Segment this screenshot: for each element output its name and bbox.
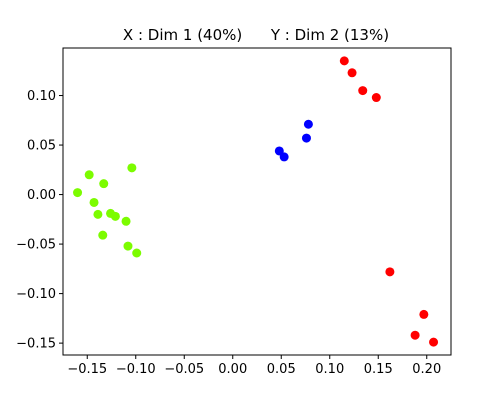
data-point [121,216,131,226]
data-points [73,56,439,347]
x-tick-label: −0.10 [116,362,156,377]
data-point [98,230,108,240]
data-point [301,133,311,143]
x-tick-label: −0.15 [67,362,107,377]
data-point [385,267,395,277]
chart-title: X : Dim 1 (40%) Y : Dim 2 (13%) [123,26,389,44]
data-point [419,309,429,319]
data-point [303,119,313,129]
y-tick-label: −0.05 [16,238,56,253]
data-point [123,241,133,251]
data-point [410,330,420,340]
x-tick-label: 0.20 [412,362,441,377]
y-axis: −0.15 −0.10 −0.05 0.00 0.05 0.10 [16,89,63,352]
data-point [132,248,142,258]
data-point [84,170,94,180]
data-point [279,152,289,162]
y-tick-label: 0.05 [27,139,56,154]
y-tick-label: −0.10 [16,287,56,302]
x-tick-label: 0.10 [315,362,344,377]
data-point [358,86,368,96]
data-point [99,179,109,189]
data-point [274,146,284,156]
data-point [429,337,439,347]
data-point [73,188,83,198]
x-tick-label: 0.00 [218,362,247,377]
x-tick-label: 0.15 [364,362,393,377]
data-point [347,68,357,78]
x-axis: −0.15 −0.10 −0.05 0.00 0.05 0.10 0.15 0.20 [67,355,441,377]
data-point [89,197,99,207]
y-tick-label: 0.10 [27,89,56,104]
data-point [371,93,381,103]
x-tick-label: −0.05 [164,362,204,377]
data-point [93,209,103,219]
y-tick-label: −0.15 [16,337,56,352]
x-tick-label: 0.05 [267,362,296,377]
y-tick-label: 0.00 [27,188,56,203]
data-point [339,56,349,66]
data-point [127,163,137,173]
plot-area-frame [62,47,452,356]
data-point [110,211,120,221]
